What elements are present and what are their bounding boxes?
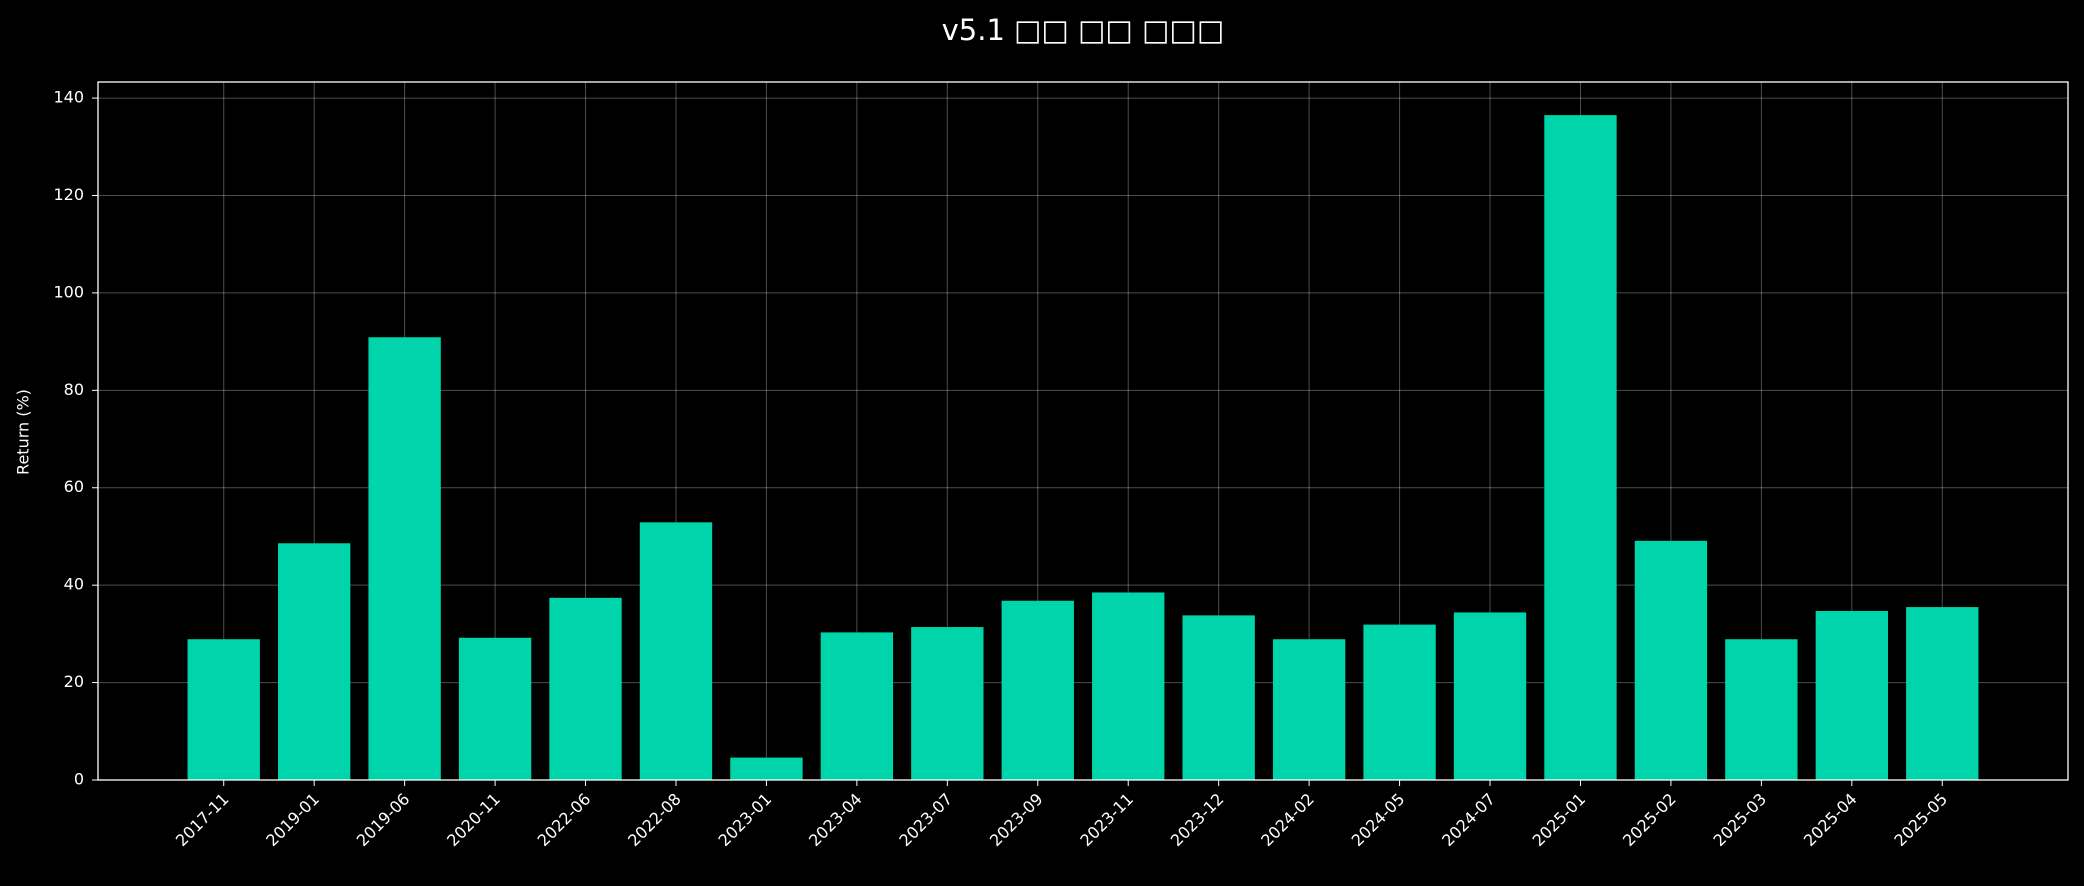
bar xyxy=(277,543,351,780)
bar xyxy=(1725,639,1798,780)
bar xyxy=(1453,612,1527,780)
bar xyxy=(1092,592,1165,780)
bar xyxy=(1272,639,1346,780)
y-tick-label: 0 xyxy=(74,770,84,789)
bar xyxy=(1182,615,1255,780)
y-tick-label: 100 xyxy=(53,282,84,301)
bar xyxy=(1815,610,1889,780)
bar xyxy=(549,597,622,780)
plot-frame xyxy=(97,81,2069,781)
y-tick-label: 60 xyxy=(64,477,84,496)
y-tick-label: 20 xyxy=(64,672,84,691)
bar xyxy=(911,627,984,780)
y-tick-label: 140 xyxy=(53,88,84,107)
bar xyxy=(1363,624,1436,780)
bar xyxy=(458,637,532,780)
bar xyxy=(730,757,803,780)
chart-title: v5.1 □□ □□ □□□ xyxy=(942,13,1225,47)
bar xyxy=(1634,540,1708,780)
bar xyxy=(1906,607,1979,780)
bar xyxy=(1544,115,1617,780)
y-axis-label: Return (%) xyxy=(14,389,33,475)
y-tick-label: 80 xyxy=(64,380,84,399)
y-tick-label: 120 xyxy=(53,185,84,204)
bar xyxy=(820,632,894,780)
bar xyxy=(368,337,441,780)
bar xyxy=(639,522,713,780)
bar xyxy=(1001,600,1074,780)
bar xyxy=(187,639,260,780)
y-tick-label: 40 xyxy=(64,575,84,594)
